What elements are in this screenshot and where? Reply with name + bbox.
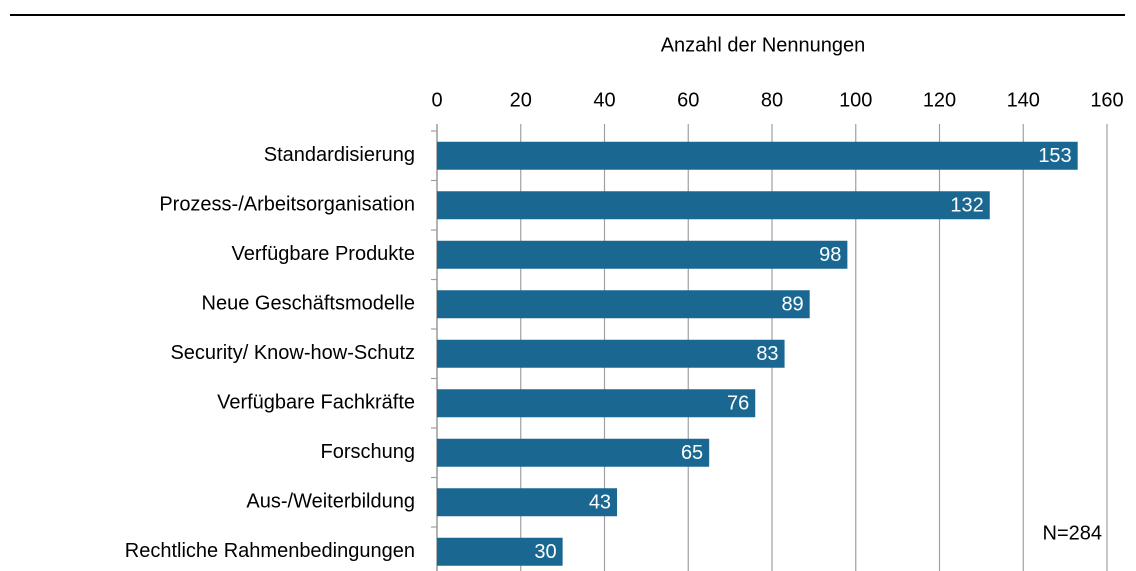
x-tick-label: 140: [1007, 89, 1040, 111]
x-tick-label: 160: [1090, 89, 1123, 111]
data-label: 89: [781, 294, 803, 316]
x-tick-label: 80: [761, 89, 783, 111]
bar: [437, 339, 785, 368]
data-label: 132: [950, 195, 983, 217]
bar: [437, 240, 848, 269]
bar: [437, 438, 710, 467]
bar: [437, 389, 756, 418]
data-label: 153: [1038, 145, 1071, 167]
data-label: 98: [819, 244, 841, 266]
y-tick-label: Verfügbare Fachkräfte: [217, 392, 415, 414]
data-label: 83: [756, 343, 778, 365]
bar: [437, 537, 563, 566]
y-tick-label: Neue Geschäftsmodelle: [202, 293, 415, 315]
bar: [437, 488, 618, 517]
data-label: 43: [589, 492, 611, 514]
data-label: 76: [727, 393, 749, 415]
x-tick-label: 60: [677, 89, 699, 111]
annotation: N=284: [1043, 522, 1103, 544]
bar: [437, 290, 810, 319]
y-tick-label: Prozess-/Arbeitsorganisation: [159, 194, 415, 216]
x-tick-label: 40: [593, 89, 615, 111]
bar: [437, 141, 1078, 170]
x-axis-label: Anzahl der Nennungen: [661, 34, 866, 56]
x-tick-label: 120: [923, 89, 956, 111]
data-label: 65: [681, 442, 703, 464]
y-tick-label: Rechtliche Rahmenbedingungen: [125, 540, 415, 562]
x-tick-label: 0: [431, 89, 442, 111]
y-tick-label: Security/ Know-how-Schutz: [170, 342, 415, 364]
y-tick-label: Verfügbare Produkte: [232, 243, 415, 265]
y-tick-label: Aus-/Weiterbildung: [246, 491, 415, 513]
x-tick-label: 20: [510, 89, 532, 111]
y-tick-label: Standardisierung: [264, 144, 415, 166]
data-label: 30: [534, 541, 556, 563]
bar: [437, 191, 990, 220]
x-tick-label: 100: [839, 89, 872, 111]
y-tick-label: Forschung: [321, 441, 416, 463]
